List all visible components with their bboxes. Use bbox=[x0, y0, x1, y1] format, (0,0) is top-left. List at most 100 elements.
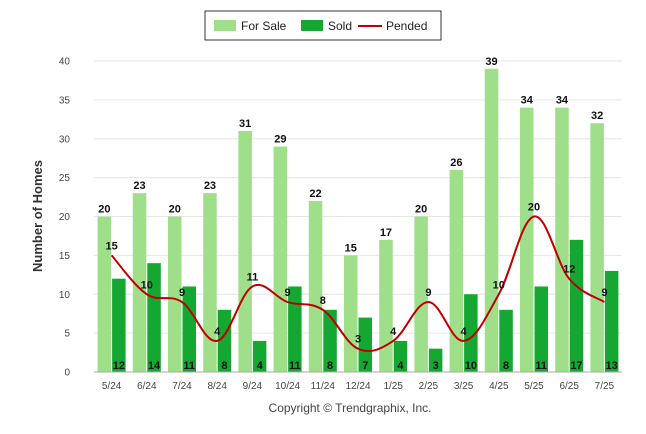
x-tick-label: 5/24 bbox=[102, 381, 122, 392]
for-sale-bar bbox=[590, 123, 604, 372]
sold-data-label: 12 bbox=[113, 360, 125, 372]
pended-data-label: 3 bbox=[355, 334, 361, 346]
for-sale-data-label: 20 bbox=[415, 204, 427, 216]
for-sale-data-label: 20 bbox=[98, 204, 110, 216]
for-sale-data-label: 29 bbox=[274, 134, 286, 146]
x-tick-label: 4/25 bbox=[489, 381, 509, 392]
y-tick-label: 25 bbox=[59, 173, 71, 184]
for-sale-bar bbox=[484, 68, 499, 373]
for-sale-bar bbox=[168, 216, 182, 372]
for-sale-bar bbox=[308, 200, 323, 372]
x-tick-label: 5/25 bbox=[524, 381, 544, 392]
sold-bar bbox=[464, 294, 478, 372]
pended-data-label: 4 bbox=[390, 326, 397, 338]
y-axis-label: Number of Homes bbox=[30, 160, 45, 272]
y-tick-label: 30 bbox=[59, 134, 71, 145]
sold-bar bbox=[182, 286, 196, 372]
sold-data-label: 11 bbox=[289, 360, 301, 372]
y-tick-label: 40 bbox=[59, 57, 71, 68]
x-tick-label: 10/24 bbox=[275, 381, 300, 392]
x-tick-label: 1/25 bbox=[383, 381, 403, 392]
x-tick-label: 9/24 bbox=[243, 381, 263, 392]
sold-bar bbox=[393, 340, 408, 372]
for-sale-data-label: 23 bbox=[204, 180, 216, 192]
for-sale-bar bbox=[238, 130, 252, 372]
for-sale-data-label: 34 bbox=[556, 95, 569, 107]
legend-swatch-sold bbox=[301, 20, 323, 31]
x-tick-label: 7/24 bbox=[172, 381, 192, 392]
sold-data-label: 17 bbox=[570, 360, 582, 372]
pended-data-label: 4 bbox=[214, 326, 221, 338]
pended-data-label: 10 bbox=[493, 279, 505, 291]
y-tick-label: 5 bbox=[64, 329, 70, 340]
x-tick-label: 6/25 bbox=[559, 381, 579, 392]
legend-label-for-sale: For Sale bbox=[241, 19, 287, 33]
sold-data-label: 14 bbox=[148, 360, 161, 372]
x-tick-label: 8/24 bbox=[207, 381, 227, 392]
pended-data-label: 9 bbox=[179, 287, 185, 299]
sold-data-label: 11 bbox=[535, 360, 547, 372]
sold-data-label: 10 bbox=[465, 360, 477, 372]
for-sale-bar bbox=[132, 193, 147, 372]
x-tick-label: 7/25 bbox=[595, 381, 615, 392]
for-sale-data-label: 34 bbox=[521, 95, 534, 107]
sold-data-label: 13 bbox=[606, 360, 618, 372]
sold-bar bbox=[569, 239, 584, 372]
pended-data-label: 9 bbox=[425, 287, 431, 299]
y-tick-label: 15 bbox=[59, 251, 71, 262]
y-tick-label: 10 bbox=[59, 290, 71, 301]
sold-data-label: 8 bbox=[221, 360, 227, 372]
y-tick-label: 0 bbox=[64, 368, 70, 379]
x-tick-label: 6/24 bbox=[137, 381, 157, 392]
sold-bar bbox=[288, 286, 302, 372]
sold-bar bbox=[112, 278, 126, 372]
pended-data-label: 10 bbox=[141, 279, 153, 291]
sold-data-label: 4 bbox=[397, 360, 404, 372]
sold-bar bbox=[147, 263, 161, 372]
for-sale-bar bbox=[203, 193, 217, 372]
pended-data-label: 9 bbox=[601, 287, 607, 299]
for-sale-data-label: 23 bbox=[133, 180, 145, 192]
sold-bar bbox=[323, 309, 337, 372]
for-sale-data-label: 26 bbox=[450, 157, 462, 169]
sold-bar bbox=[534, 286, 548, 372]
pended-data-label: 8 bbox=[320, 295, 326, 307]
x-axis-ticks: 5/24 6/24 7/24 8/24 9/24 10/24 11/24 12/24 1/25 2… bbox=[102, 381, 615, 392]
legend-swatch-for-sale bbox=[214, 20, 236, 31]
for-sale-data-label: 31 bbox=[239, 118, 251, 130]
for-sale-data-label: 22 bbox=[309, 188, 321, 200]
for-sale-bar bbox=[555, 107, 569, 373]
gridlines bbox=[94, 60, 622, 334]
legend-label-sold: Sold bbox=[328, 19, 352, 33]
for-sale-data-label: 15 bbox=[345, 242, 357, 254]
sold-bar bbox=[358, 317, 372, 372]
sold-bar bbox=[499, 309, 513, 372]
sold-data-label: 11 bbox=[183, 360, 195, 372]
sold-data-label: 8 bbox=[503, 360, 509, 372]
for-sale-bar bbox=[344, 255, 358, 372]
sold-bar bbox=[252, 340, 267, 372]
y-tick-label: 35 bbox=[59, 95, 71, 106]
x-tick-label: 3/25 bbox=[454, 381, 474, 392]
pended-data-label: 4 bbox=[461, 326, 468, 338]
for-sale-bar bbox=[97, 216, 112, 372]
copyright-credit: Copyright © Trendgraphix, Inc. bbox=[269, 401, 432, 415]
sold-data-label: 4 bbox=[257, 360, 264, 372]
legend-label-pended: Pended bbox=[386, 19, 427, 33]
pended-data-label: 9 bbox=[285, 287, 291, 299]
bars bbox=[97, 68, 619, 373]
for-sale-bar bbox=[273, 146, 288, 372]
for-sale-data-label: 32 bbox=[591, 110, 603, 122]
legend: For Sale Sold Pended bbox=[204, 10, 442, 41]
sold-bar bbox=[428, 348, 443, 372]
for-sale-data-label: 20 bbox=[169, 204, 181, 216]
for-sale-bar bbox=[379, 239, 393, 372]
for-sale-data-label: 17 bbox=[380, 227, 392, 239]
pended-data-label: 12 bbox=[563, 264, 575, 276]
sold-data-label: 3 bbox=[433, 360, 439, 372]
pended-series-line bbox=[110, 215, 605, 353]
for-sale-bar bbox=[520, 107, 534, 373]
pended-data-label: 20 bbox=[528, 202, 540, 214]
for-sale-bar bbox=[449, 169, 464, 372]
